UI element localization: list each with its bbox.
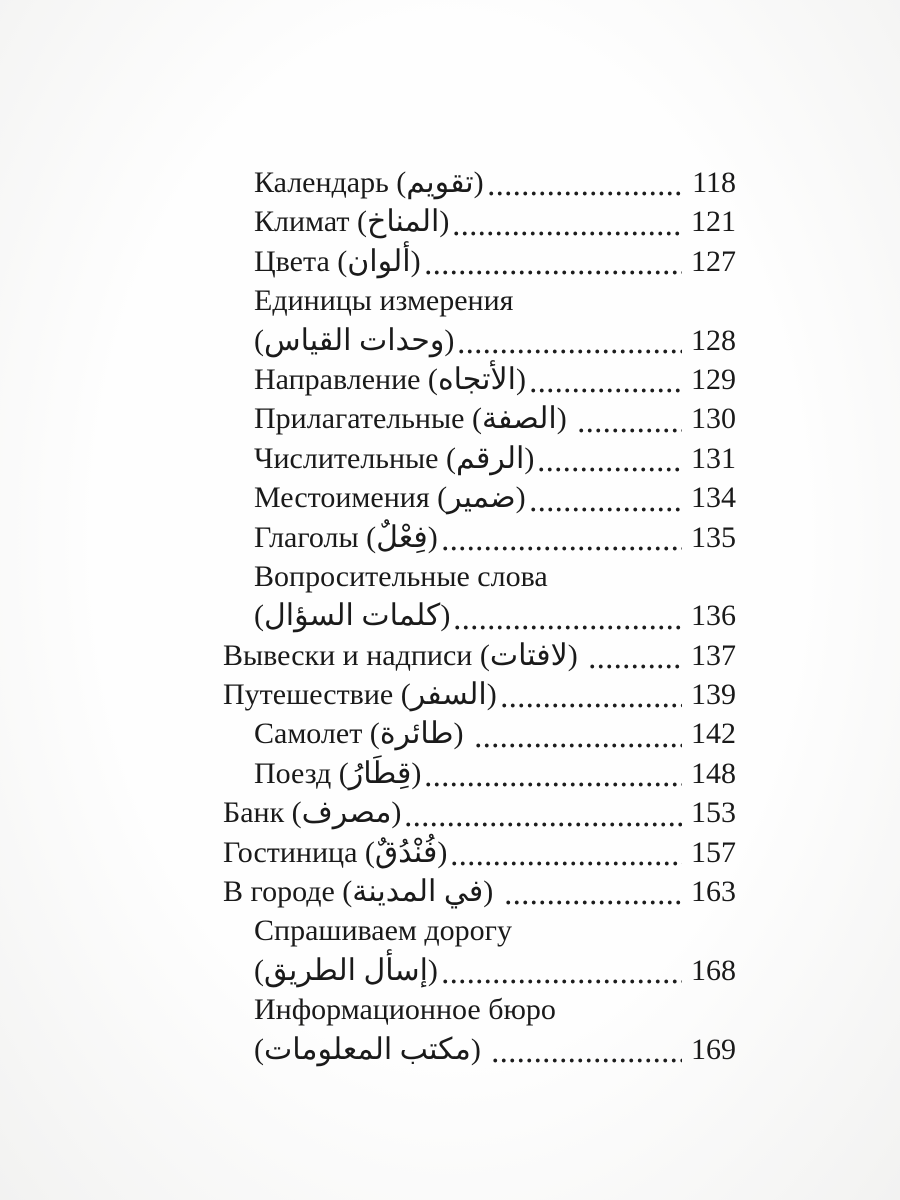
- toc-entry-page: 128: [691, 323, 736, 357]
- toc-entry-label: Глаголы (فِعْلٌ): [254, 520, 438, 554]
- dot-leader: [537, 438, 682, 479]
- toc-entry-label: (إسأل الطريق): [254, 953, 438, 987]
- dot-leader: [452, 202, 682, 242]
- toc-entry-label: (مكتب المعلومات): [254, 1032, 489, 1066]
- toc-entry-label: В городе (في المدينة): [223, 875, 501, 909]
- toc-entry-page: 163: [691, 875, 736, 909]
- toc-entry: (مكتب المعلومات) 169: [223, 1029, 736, 1069]
- toc-list: Календарь (تقويم) 118 Климат (المناخ) 121 Цв…: [223, 163, 736, 1069]
- toc-entry: Самолет (طائرة) 142: [223, 714, 736, 754]
- toc-entry-page: 168: [691, 953, 736, 987]
- toc-entry-label: Поезд (قِطَارُ): [254, 756, 422, 790]
- toc-entry: (وحدات القياس) 128: [223, 320, 736, 360]
- dot-leader: [440, 517, 682, 557]
- dot-leader: [503, 872, 682, 912]
- toc-entry-page: 134: [691, 481, 736, 515]
- toc-entry-label: (وحدات القياس): [254, 323, 455, 357]
- toc-entry-page: 137: [691, 638, 736, 672]
- toc-entry: Климат (المناخ) 121: [223, 202, 736, 242]
- toc-entry: Цвета (ألوان) 127: [223, 241, 736, 282]
- toc-entry: Банк (مصرف) 153: [223, 793, 736, 833]
- toc-entry: Поезд (قِطَارُ) 148: [223, 753, 736, 794]
- dot-leader: [499, 675, 682, 715]
- toc-entry-page: 135: [691, 520, 736, 554]
- toc-entry-page: 136: [691, 599, 736, 633]
- toc-entry-page: 127: [691, 244, 736, 278]
- toc-entry: Вывески и надписи (لافتات) 137: [223, 635, 736, 676]
- toc-entry: (كلمات السؤال) 136: [223, 596, 736, 636]
- toc-entry-label: Направление (الأتجاه): [254, 362, 526, 396]
- dot-leader: [404, 793, 682, 833]
- toc-entry: (إسأل الطريق) 168: [223, 950, 736, 991]
- toc-entry-page: 148: [691, 756, 736, 790]
- toc-entry-label: Информационное бюро: [254, 993, 556, 1027]
- dot-leader: [450, 832, 682, 873]
- toc-entry-label: Числительные (الرقم): [254, 441, 535, 475]
- toc-entry: Направление (الأتجاه) 129: [223, 359, 736, 400]
- toc-entry: Числительные (الرقم) 131: [223, 438, 736, 479]
- dot-leader: [486, 163, 684, 203]
- toc-entry: Прилагательные (الصفة) 130: [223, 399, 736, 439]
- dot-leader: [577, 399, 682, 439]
- dot-leader: [588, 635, 682, 676]
- toc-entry-label: (كلمات السؤال): [254, 599, 451, 633]
- toc-entry-label: Гостиница (فُنْدُقٌ): [223, 835, 448, 869]
- dot-leader: [440, 950, 682, 991]
- toc-entry-label: Местоимения (ضمير): [254, 481, 526, 515]
- toc-entry: Глаголы (فِعْلٌ) 135: [223, 517, 736, 557]
- toc-entry-page: 153: [691, 796, 736, 830]
- dot-leader: [473, 714, 682, 754]
- dot-leader: [491, 1029, 682, 1069]
- toc-entry: Местоимения (ضمير) 134: [223, 478, 736, 518]
- toc-entry: Гостиница (فُنْدُقٌ) 157: [223, 832, 736, 873]
- toc-entry-label: Вопросительные слова: [254, 559, 548, 593]
- dot-leader: [453, 596, 682, 636]
- toc-entry-page: 142: [691, 717, 736, 751]
- toc-entry: Спрашиваем дорогу: [223, 911, 736, 950]
- toc-entry-page: 131: [691, 441, 736, 475]
- dot-leader: [528, 478, 682, 518]
- toc-entry: Единицы измерения: [223, 281, 736, 320]
- dot-leader: [423, 241, 682, 282]
- toc-entry: В городе (في المدينة) 163: [223, 872, 736, 912]
- toc-entry-page: 121: [691, 205, 736, 239]
- toc-entry-label: Прилагательные (الصفة): [254, 402, 575, 436]
- toc-entry-label: Спрашиваем дорогу: [254, 914, 512, 948]
- toc-entry: Путешествие (السفر) 139: [223, 675, 736, 715]
- toc-entry-label: Банк (مصرف): [223, 796, 402, 830]
- dot-leader: [424, 753, 682, 794]
- dot-leader: [528, 359, 682, 400]
- toc-entry-label: Единицы измерения: [254, 284, 514, 318]
- toc-entry-page: 118: [692, 165, 736, 199]
- toc-entry-page: 169: [691, 1032, 736, 1066]
- toc-entry: Календарь (تقويم) 118: [223, 163, 736, 203]
- toc-entry-label: Климат (المناخ): [254, 205, 450, 239]
- dot-leader: [457, 320, 682, 360]
- toc-entry-page: 157: [691, 835, 736, 869]
- toc-entry-label: Вывески и надписи (لافتات): [223, 638, 586, 672]
- toc-entry: Вопросительные слова: [223, 557, 736, 596]
- toc-entry-label: Цвета (ألوان): [254, 244, 421, 278]
- toc-entry-page: 129: [691, 362, 736, 396]
- toc-entry-label: Календарь (تقويم): [254, 165, 484, 199]
- toc-entry-page: 139: [691, 678, 736, 712]
- toc-entry-label: Путешествие (السفر): [223, 678, 497, 712]
- toc-entry-label: Самолет (طائرة): [254, 717, 471, 751]
- toc-entry-page: 130: [691, 402, 736, 436]
- toc-entry: Информационное бюро: [223, 990, 736, 1029]
